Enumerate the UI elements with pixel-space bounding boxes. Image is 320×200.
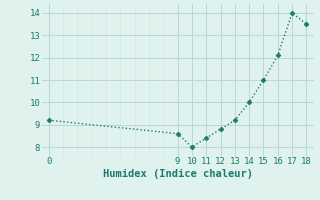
X-axis label: Humidex (Indice chaleur): Humidex (Indice chaleur) xyxy=(103,169,252,179)
